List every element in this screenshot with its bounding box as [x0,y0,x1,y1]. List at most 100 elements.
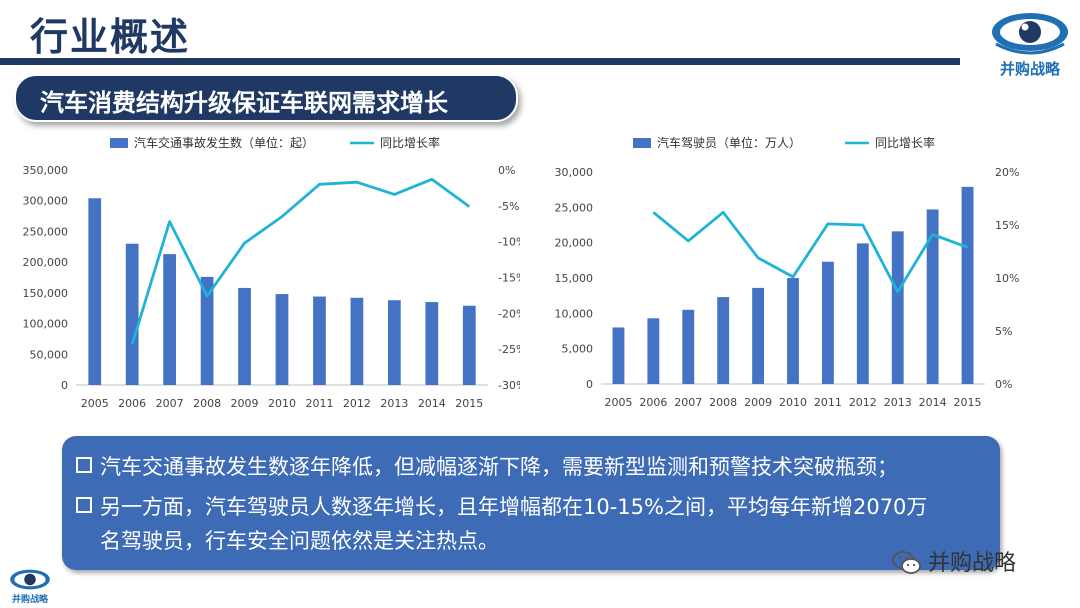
x-tick-label: 2010 [268,397,296,410]
x-tick-label: 2013 [884,396,912,409]
chart-bar [125,243,139,385]
chart-bar [313,296,326,385]
x-tick-label: 2006 [118,397,146,410]
chart-bar [88,198,102,385]
bullet-1-text: 汽车交通事故发生数逐年降低，但减幅逐渐下降，需要新型监测和预警技术突破瓶颈； [100,455,898,479]
chart-bar [275,294,289,385]
chart-bar [387,300,401,385]
legend-line-label: 同比增长率 [875,135,935,150]
x-tick-label: 2014 [418,397,446,410]
y-left-tick-label: 300,000 [23,195,69,208]
y-right-tick-label: 10% [995,272,1019,285]
legend-bar-label: 汽车交通事故发生数（单位：起） [134,135,314,150]
y-left-tick-label: 30,000 [555,166,594,179]
y-left-tick-label: 0 [586,378,593,391]
x-tick-label: 2015 [455,397,483,410]
x-tick-label: 2013 [380,397,408,410]
wechat-icon [892,550,922,582]
y-left-tick-label: 10,000 [555,307,594,320]
eye-logo-icon [992,13,1068,55]
x-tick-label: 2007 [156,397,184,410]
x-tick-label: 2008 [709,396,737,409]
title-divider [0,58,960,65]
y-left-tick-label: 0 [61,379,68,392]
chart-bar [425,302,439,385]
y-left-tick-label: 200,000 [23,256,69,269]
eye-logo-icon [10,569,50,590]
y-right-tick-label: 5% [995,325,1012,338]
legend-line-label: 同比增长率 [380,135,440,150]
section-banner: 汽车消费结构升级保证车联网需求增长 [14,74,518,122]
accident-chart: 汽车交通事故发生数（单位：起） 同比增长率 0 50,000 100,000 150,00… [23,135,521,410]
x-tick-label: 2007 [674,396,702,409]
chart-bar [163,254,177,385]
y-right-tick-label: -20% [498,307,520,320]
bullet-2-text: 另一方面，汽车驾驶员人数逐年增长，且年增幅都在10-15%之间，平均每年新增20… [100,495,928,519]
growth-rate-line [652,210,968,294]
y-left-tick-label: 50,000 [30,348,69,361]
x-tick-label: 2006 [639,396,667,409]
chart-bar [821,261,834,384]
x-tick-label: 2012 [343,397,371,410]
x-tick-label: 2015 [954,396,982,409]
chart-bar [350,297,364,385]
y-right-tick-label: 20% [995,166,1019,179]
y-right-tick-label: 0% [498,164,515,177]
driver-chart: 汽车驾驶员（单位：万人） 同比增长率 0 5,000 10,000 15,000 20,00… [555,135,1020,409]
y-left-tick-label: 15,000 [555,272,594,285]
x-tick-label: 2012 [849,396,877,409]
y-left-tick-label: 100,000 [23,318,69,331]
brand-name-small: 并购战略 [11,595,48,605]
chart-bar [612,327,625,384]
chart-bar [717,297,730,384]
legend-bar-swatch [110,138,128,148]
chart-bar [926,209,939,384]
y-right-tick-label: -30% [498,379,520,392]
summary-bullet-2: 另一方面，汽车驾驶员人数逐年增长，且年增幅都在10-15%之间，平均每年新增20… [76,490,986,558]
brand-name: 并购战略 [999,60,1060,78]
chart-bar [238,287,251,385]
chart-bar [647,318,660,384]
summary-panel: 汽车交通事故发生数逐年降低，但减幅逐渐下降，需要新型监测和预警技术突破瓶颈； 另… [62,436,1000,570]
y-left-tick-label: 250,000 [23,225,69,238]
chart-bar [682,309,695,384]
chart-bar [891,231,904,384]
y-right-tick-label: -15% [498,272,520,285]
y-left-tick-label: 20,000 [555,237,594,250]
wechat-watermark: 并购战略 [892,545,1017,576]
brand-logo-small: 并购战略 [8,568,52,606]
bullet-2-continuation: 名驾驶员，行车安全问题依然是关注热点。 [100,529,499,553]
growth-rate-line [130,177,471,345]
x-tick-label: 2005 [81,397,109,410]
checkbox-bullet-icon [76,457,92,473]
x-tick-label: 2011 [305,397,333,410]
chart-bar [462,305,476,385]
x-tick-label: 2011 [814,396,842,409]
section-subtitle: 汽车消费结构升级保证车联网需求增长 [40,89,448,117]
checkbox-bullet-icon [76,497,92,513]
chart-bar [856,243,869,384]
page-title: 行业概述 [30,15,191,59]
legend-bar-swatch [633,138,651,148]
brand-logo: 并购战略 [988,10,1072,80]
x-tick-label: 2005 [604,396,632,409]
y-left-tick-label: 25,000 [555,201,594,214]
y-right-tick-label: 0% [995,378,1012,391]
x-tick-label: 2010 [779,396,807,409]
y-right-tick-label: -5% [498,200,519,213]
y-left-tick-label: 350,000 [23,164,69,177]
y-right-tick-label: -25% [498,343,520,356]
x-tick-label: 2009 [744,396,772,409]
x-tick-label: 2008 [193,397,221,410]
chart-bar [200,276,214,385]
summary-bullet-1: 汽车交通事故发生数逐年降低，但减幅逐渐下降，需要新型监测和预警技术突破瓶颈； [76,450,986,484]
chart-bar [961,186,974,384]
chart-bar [752,287,765,384]
y-right-tick-label: 15% [995,219,1019,232]
legend-bar-label: 汽车驾驶员（单位：万人） [657,135,801,150]
y-right-tick-label: -10% [498,236,520,249]
y-left-tick-label: 5,000 [562,343,594,356]
y-left-tick-label: 150,000 [23,287,69,300]
x-tick-label: 2014 [919,396,947,409]
watermark-text: 并购战略 [928,551,1017,576]
